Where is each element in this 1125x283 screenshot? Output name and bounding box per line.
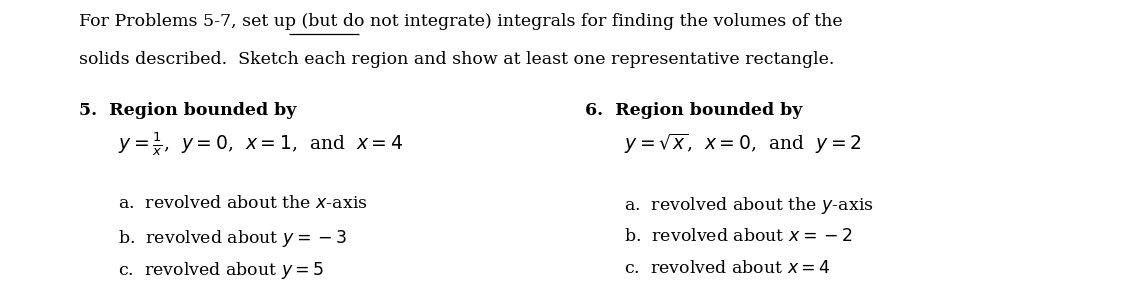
Text: b.  revolved about $y = -3$: b. revolved about $y = -3$ <box>118 228 348 249</box>
Text: $y = \frac{1}{x}$,  $y = 0$,  $x = 1$,  and  $x = 4$: $y = \frac{1}{x}$, $y = 0$, $x = 1$, and… <box>118 131 404 158</box>
Text: solids described.  Sketch each region and show at least one representative recta: solids described. Sketch each region and… <box>79 51 834 68</box>
Text: b.  revolved about $x = -2$: b. revolved about $x = -2$ <box>624 228 853 245</box>
Text: $y = \sqrt{x}$,  $x = 0$,  and  $y = 2$: $y = \sqrt{x}$, $x = 0$, and $y = 2$ <box>624 132 862 156</box>
Text: 5.  Region bounded by: 5. Region bounded by <box>79 102 296 119</box>
Text: set up: set up <box>79 13 133 30</box>
Text: For Problems 5-7, set up (but do not integrate) integrals for finding the volume: For Problems 5-7, set up (but do not int… <box>79 13 843 30</box>
Text: c.  revolved about $x = 4$: c. revolved about $x = 4$ <box>624 260 831 277</box>
Text: a.  revolved about the $y$-axis: a. revolved about the $y$-axis <box>624 195 874 216</box>
Text: For Problems 5-7,: For Problems 5-7, <box>79 13 242 30</box>
Text: 6.  Region bounded by: 6. Region bounded by <box>585 102 802 119</box>
Text: a.  revolved about the $x$-axis: a. revolved about the $x$-axis <box>118 195 368 212</box>
Text: c.  revolved about $y = 5$: c. revolved about $y = 5$ <box>118 260 324 281</box>
Text: For Problems 5-7, set up: For Problems 5-7, set up <box>79 13 296 30</box>
